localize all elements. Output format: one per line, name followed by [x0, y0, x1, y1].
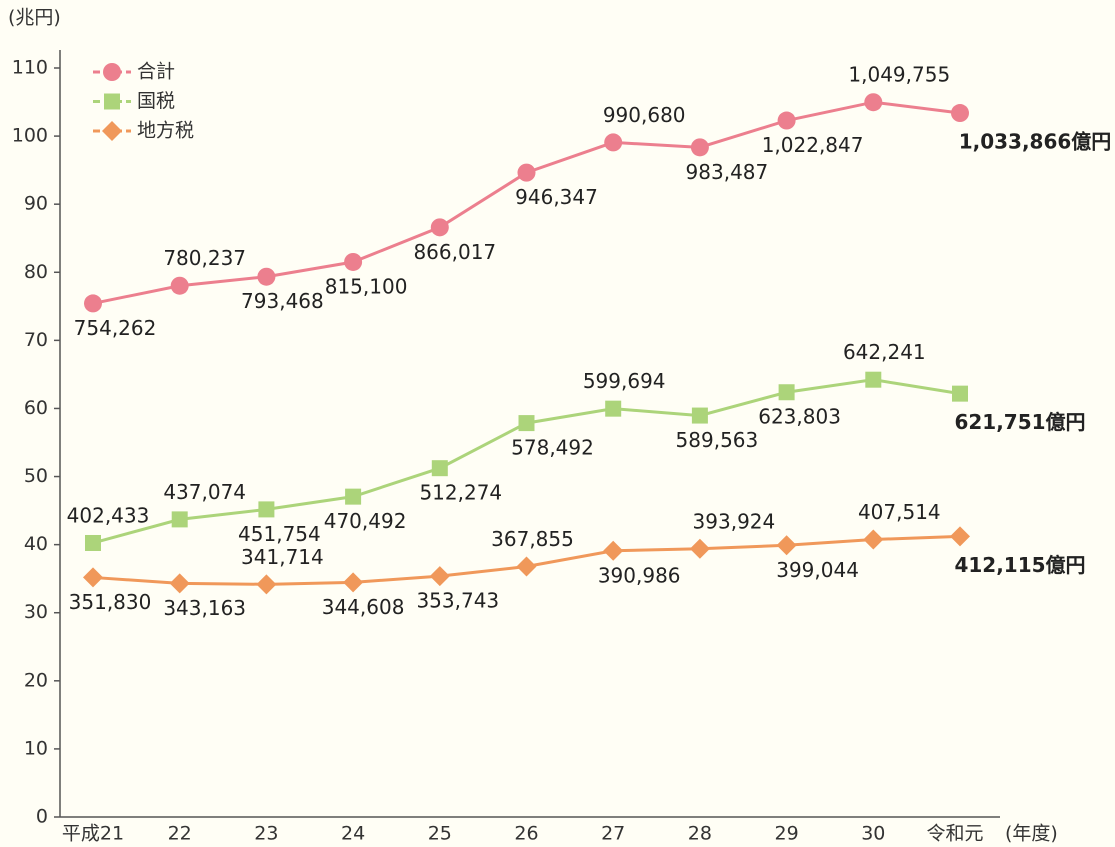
- x-tick-label: 24: [341, 823, 365, 845]
- x-tick-label: 28: [688, 823, 712, 845]
- marker: [257, 267, 276, 286]
- data-label: 367,855: [491, 527, 574, 551]
- marker: [778, 384, 795, 401]
- y-tick-label: 20: [24, 669, 48, 691]
- marker: [429, 566, 450, 587]
- data-label: 866,017: [413, 240, 496, 264]
- marker: [863, 529, 884, 550]
- y-tick-label: 30: [24, 601, 48, 623]
- x-tick-label: 26: [514, 823, 538, 845]
- marker: [85, 534, 101, 551]
- marker: [431, 460, 448, 477]
- legend-label: 地方税: [137, 120, 194, 142]
- data-label: 512,274: [419, 481, 502, 505]
- data-label: 1,022,847: [762, 133, 864, 157]
- data-label: 407,514: [858, 500, 941, 524]
- marker: [518, 415, 535, 432]
- marker: [865, 371, 882, 388]
- data-label: 353,743: [416, 589, 499, 613]
- data-label: 1,033,866億円: [959, 130, 1112, 154]
- x-tick-label: 平成21: [62, 823, 124, 845]
- data-label: 589,563: [676, 428, 759, 452]
- marker: [864, 93, 883, 112]
- marker: [343, 572, 364, 593]
- marker: [605, 400, 622, 417]
- y-tick-label: 10: [24, 737, 48, 759]
- marker: [84, 294, 102, 313]
- legend-label: 合計: [137, 61, 175, 83]
- data-label: 642,241: [843, 340, 926, 364]
- marker: [344, 252, 363, 271]
- x-tick-label: 27: [601, 823, 625, 845]
- data-label: 399,044: [776, 558, 859, 582]
- x-tick-label: 25: [428, 823, 452, 845]
- data-label: 793,468: [241, 289, 324, 313]
- y-tick-label: 50: [24, 465, 48, 487]
- data-label: 815,100: [325, 274, 408, 298]
- y-tick-label: 40: [24, 533, 48, 555]
- marker: [103, 63, 121, 81]
- x-tick-label: 22: [168, 823, 192, 845]
- y-axis-label: (兆円): [8, 7, 61, 29]
- data-label: 393,924: [693, 509, 776, 533]
- marker: [171, 511, 188, 528]
- data-label: 402,433: [67, 503, 150, 527]
- data-label: 780,237: [163, 246, 246, 270]
- data-label: 344,608: [322, 595, 405, 619]
- marker: [950, 526, 970, 547]
- x-axis-label: (年度): [1005, 823, 1058, 845]
- marker: [258, 501, 275, 518]
- data-label: 451,754: [238, 522, 321, 546]
- data-label: 621,751億円: [954, 410, 1085, 434]
- marker: [430, 218, 449, 237]
- data-label: 390,986: [598, 563, 681, 587]
- marker: [689, 538, 710, 559]
- data-label: 599,694: [583, 369, 666, 393]
- data-label: 351,830: [69, 590, 152, 614]
- marker: [104, 93, 120, 110]
- data-label: 754,262: [74, 316, 157, 340]
- data-label: 470,492: [324, 509, 407, 533]
- marker: [516, 556, 537, 577]
- marker: [256, 574, 277, 595]
- marker: [345, 488, 362, 505]
- y-tick-label: 0: [36, 806, 48, 828]
- marker: [691, 407, 708, 424]
- marker: [603, 540, 624, 561]
- data-label: 946,347: [515, 185, 598, 209]
- legend-label: 国税: [137, 90, 175, 112]
- data-label: 983,487: [686, 160, 769, 184]
- y-tick-label: 100: [12, 125, 48, 147]
- data-label: 578,492: [511, 436, 594, 460]
- data-label: 437,074: [163, 480, 246, 504]
- data-label: 990,680: [603, 103, 686, 127]
- marker: [951, 104, 969, 123]
- x-tick-label: 29: [775, 823, 799, 845]
- marker: [83, 567, 103, 588]
- marker: [517, 163, 536, 182]
- y-tick-label: 80: [24, 261, 48, 283]
- y-tick-label: 90: [24, 193, 48, 215]
- data-label: 412,115億円: [954, 553, 1085, 577]
- x-tick-label: 令和元: [926, 823, 983, 845]
- marker: [170, 276, 189, 295]
- x-tick-label: 30: [861, 823, 885, 845]
- marker: [952, 385, 968, 402]
- x-tick-label: 23: [254, 823, 278, 845]
- data-label: 341,714: [241, 545, 324, 569]
- data-label: 343,163: [163, 596, 246, 620]
- marker: [604, 133, 623, 152]
- marker: [690, 138, 709, 157]
- marker: [777, 111, 796, 130]
- data-label: 623,803: [758, 405, 841, 429]
- y-tick-label: 110: [12, 57, 48, 79]
- y-tick-label: 70: [24, 329, 48, 351]
- marker: [776, 535, 797, 556]
- y-tick-label: 60: [24, 397, 48, 419]
- data-label: 1,049,755: [848, 63, 950, 87]
- marker: [169, 573, 190, 594]
- marker: [102, 121, 122, 141]
